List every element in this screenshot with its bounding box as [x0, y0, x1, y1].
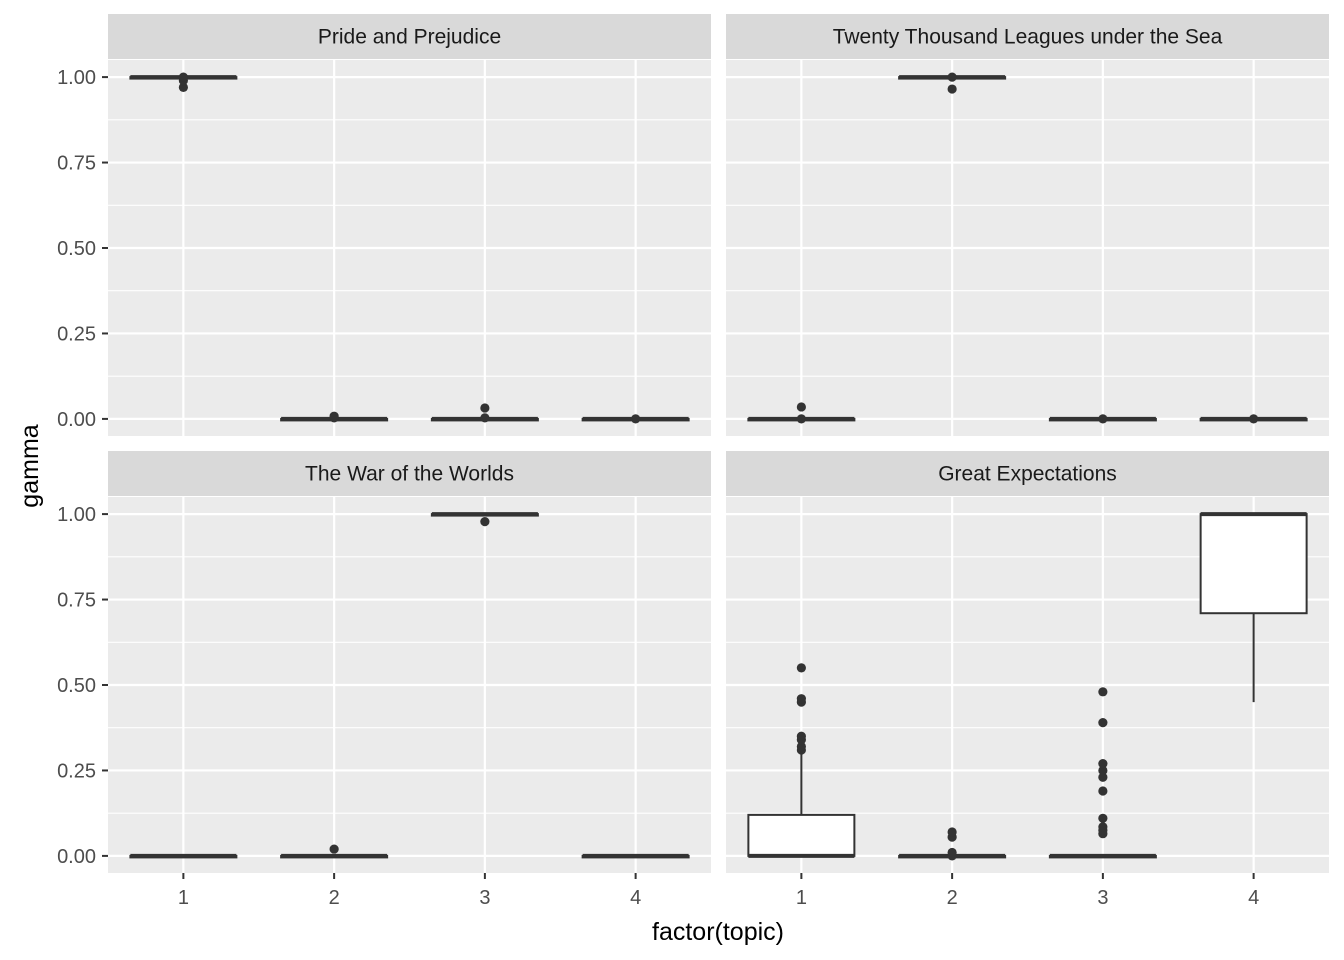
x-tick-label: 2	[329, 887, 340, 909]
box	[1199, 513, 1308, 615]
facet-title: Pride and Prejudice	[318, 26, 501, 49]
facet-strip	[108, 14, 711, 59]
facet-title: Twenty Thousand Leagues under the Sea	[833, 26, 1223, 49]
facet-strip	[108, 451, 711, 496]
outlier-point	[1098, 718, 1108, 728]
y-tick-label: 0.00	[57, 409, 96, 431]
facet-title: Great Expectations	[938, 463, 1117, 486]
outlier-point	[1098, 786, 1108, 796]
outlier-point	[796, 741, 806, 752]
outlier-point	[947, 72, 957, 82]
x-tick-label: 1	[178, 887, 189, 909]
x-tick-label: 4	[1248, 887, 1259, 909]
outlier-point	[947, 84, 957, 94]
facet-strip	[726, 14, 1329, 59]
y-tick-label: 1.00	[57, 504, 96, 526]
box	[747, 813, 856, 857]
outlier-point	[947, 847, 957, 858]
y-tick-label: 0.50	[57, 238, 96, 260]
x-axis-title: factor(topic)	[652, 918, 784, 946]
x-tick-label: 1	[796, 887, 807, 909]
outlier-point	[1098, 772, 1108, 782]
facet-strip	[726, 451, 1329, 496]
outlier-point	[796, 414, 806, 424]
y-tick-label: 1.00	[57, 67, 96, 89]
y-tick-label: 0.00	[57, 846, 96, 868]
outlier-point	[1249, 414, 1259, 424]
x-tick-label: 2	[947, 887, 958, 909]
outlier-point	[178, 82, 188, 92]
outlier-point	[329, 411, 339, 421]
y-tick-label: 0.75	[57, 590, 96, 612]
y-tick-label: 0.50	[57, 675, 96, 697]
y-tick-label: 0.25	[57, 760, 96, 782]
outlier-point	[796, 663, 806, 673]
x-tick-label: 3	[1097, 887, 1108, 909]
x-tick-label: 3	[479, 887, 490, 909]
outlier-point	[796, 402, 806, 412]
outlier-point	[631, 414, 641, 424]
outlier-point	[796, 694, 806, 704]
outlier-point	[329, 844, 339, 854]
outlier-point	[1098, 765, 1108, 776]
outlier-point	[796, 731, 806, 741]
outlier-point	[1098, 759, 1108, 769]
y-tick-label: 0.75	[57, 153, 96, 175]
outlier-point	[480, 413, 490, 423]
facet-title: The War of the Worlds	[305, 463, 514, 486]
outlier-point	[1098, 822, 1108, 832]
outlier-point	[1098, 687, 1108, 697]
y-tick-label: 0.25	[57, 323, 96, 345]
outlier-point	[947, 827, 957, 837]
outlier-point	[480, 517, 490, 527]
outlier-point	[1098, 813, 1108, 823]
outlier-point	[178, 72, 188, 82]
x-tick-label: 4	[630, 887, 641, 909]
outlier-point	[1098, 414, 1108, 424]
y-axis-title: gamma	[16, 424, 44, 507]
outlier-point	[480, 403, 490, 413]
